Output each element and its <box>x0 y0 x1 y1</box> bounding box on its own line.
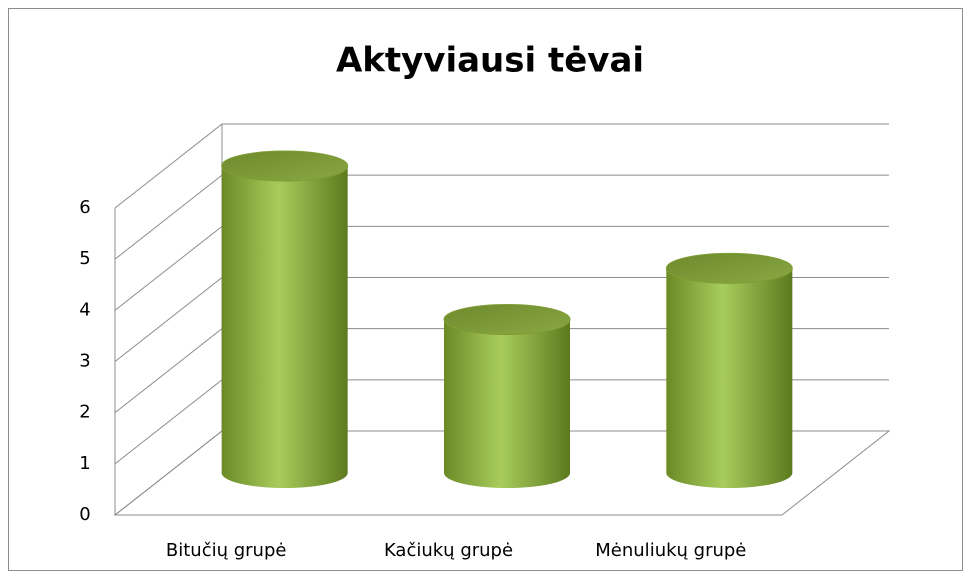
cylinder-body <box>444 319 570 488</box>
grid-line <box>114 123 889 209</box>
y-tick-label: 5 <box>79 248 90 269</box>
cylinder-body <box>666 268 793 488</box>
y-tick-label: 3 <box>79 351 90 372</box>
y-tick-label: 1 <box>79 453 90 474</box>
x-tick-label: Bitučių grupė <box>166 540 287 561</box>
y-tick-label: 6 <box>79 197 90 218</box>
cylinder-top <box>221 150 349 182</box>
y-tick-label: 2 <box>79 402 90 423</box>
chart-title: Aktyviausi tėvai <box>336 41 644 81</box>
cylinder-body <box>221 166 348 488</box>
cylinder-top <box>665 252 793 284</box>
y-tick-label: 0 <box>79 504 90 525</box>
x-tick-label: Mėnuliukų grupė <box>595 540 746 561</box>
y-tick-label: 4 <box>79 299 90 320</box>
cylinder-top <box>443 304 571 335</box>
x-tick-label: Kačiukų grupė <box>384 540 513 561</box>
